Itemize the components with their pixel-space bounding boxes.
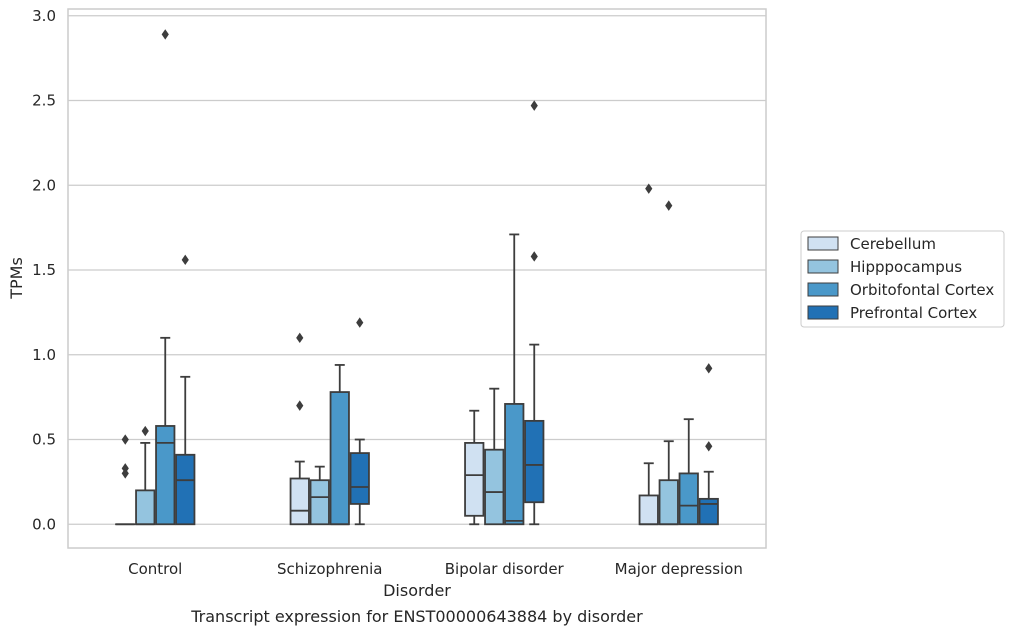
box-iqr: [698, 497, 719, 526]
x-axis-label: Disorder: [383, 581, 451, 600]
outlier-point: [121, 434, 129, 445]
outlier-point: [665, 200, 673, 211]
box-iqr: [678, 472, 699, 526]
y-axis-label: TPMs: [7, 257, 26, 300]
legend-frame: [800, 230, 1005, 328]
box-orbitofontal-cortex-bipolar-disorder: [504, 233, 525, 526]
legend-label-cerebellum: Cerebellum: [850, 235, 936, 253]
grid-lines: [68, 15, 766, 525]
legend-label-prefrontal-cortex: Prefrontal Cortex: [850, 304, 977, 322]
y-axis-ticks: 0.0 0.5 1.0 1.5 2.0 2.5 3.0: [32, 7, 56, 533]
legend-item-orbitofrontal-cortex: Orbitofontal Cortex: [807, 281, 994, 299]
box-iqr: [658, 479, 679, 526]
box-orbitofontal-cortex-major-depression: [678, 418, 699, 526]
legend-swatch-orbitofrontal-cortex: [807, 282, 839, 297]
legend-swatch-hippocampus: [807, 259, 839, 274]
y-tick-label: 3.0: [32, 7, 56, 25]
legend-item-hippocampus: Hipppocampus: [807, 258, 962, 276]
legend-label-orbitofrontal-cortex: Orbitofontal Cortex: [850, 281, 994, 299]
box-iqr: [289, 477, 310, 526]
x-tick-label-bipolar-disorder: Bipolar disorder: [445, 560, 565, 578]
outlier-point: [530, 100, 538, 111]
plot-frame: [67, 8, 767, 549]
outlier-point: [356, 317, 364, 328]
outlier-point: [705, 441, 713, 452]
chart-caption: Transcript expression for ENST0000064388…: [190, 607, 643, 626]
box-hipppocampus-schizophrenia: [309, 465, 330, 526]
box-iqr: [464, 442, 485, 517]
box-plot-series: [115, 29, 719, 526]
outlier-point: [705, 363, 713, 374]
box-iqr: [155, 425, 176, 526]
outlier-point: [181, 254, 189, 266]
legend-label-hippocampus: Hipppocampus: [850, 258, 962, 276]
box-iqr: [484, 448, 505, 526]
outlier-point: [141, 425, 149, 437]
box-hipppocampus-bipolar-disorder: [484, 387, 505, 526]
box-iqr: [329, 391, 350, 526]
box-cerebellum-control: [115, 434, 136, 526]
x-axis-ticks: Control Schizophrenia Bipolar disorder Majo…: [128, 560, 743, 578]
box-prefrontal-cortex-bipolar-disorder: [524, 100, 545, 526]
box-iqr: [504, 403, 525, 526]
box-iqr: [524, 419, 545, 504]
y-tick-label: 0.0: [32, 515, 56, 533]
box-iqr: [309, 479, 330, 526]
x-tick-label-control: Control: [128, 560, 182, 578]
box-iqr: [175, 453, 196, 526]
box-orbitofontal-cortex-control: [155, 29, 176, 526]
box-hipppocampus-major-depression: [658, 200, 679, 526]
box-hipppocampus-control: [135, 425, 156, 526]
outlier-point: [296, 332, 304, 344]
box-prefrontal-cortex-control: [175, 254, 196, 526]
box-iqr: [638, 494, 659, 526]
y-tick-label: 1.5: [32, 261, 56, 279]
box-iqr: [135, 489, 156, 526]
legend-item-prefrontal-cortex: Prefrontal Cortex: [807, 304, 977, 322]
outlier-point: [161, 29, 169, 40]
legend: Cerebellum Hipppocampus Orbitofontal Cor…: [800, 230, 1005, 328]
legend-swatch-prefrontal-cortex: [807, 305, 839, 320]
outlier-point: [296, 400, 304, 411]
outlier-point: [530, 251, 538, 262]
x-tick-label-major-depression: Major depression: [615, 560, 743, 578]
y-tick-label: 2.5: [32, 92, 56, 110]
box-cerebellum-schizophrenia: [289, 332, 310, 526]
y-tick-label: 2.0: [32, 176, 56, 194]
box-cerebellum-bipolar-disorder: [464, 409, 485, 526]
box-iqr: [349, 452, 370, 505]
y-tick-label: 0.5: [32, 431, 56, 449]
box-cerebellum-major-depression: [638, 183, 659, 526]
legend-swatch-cerebellum: [807, 236, 839, 251]
y-tick-label: 1.0: [32, 346, 56, 364]
box-prefrontal-cortex-major-depression: [698, 363, 719, 526]
box-prefrontal-cortex-schizophrenia: [349, 317, 370, 526]
legend-item-cerebellum: Cerebellum: [807, 235, 936, 253]
x-tick-label-schizophrenia: Schizophrenia: [277, 560, 382, 578]
outlier-point: [645, 183, 653, 194]
outlier-point: [121, 468, 129, 479]
box-orbitofontal-cortex-schizophrenia: [329, 364, 350, 526]
